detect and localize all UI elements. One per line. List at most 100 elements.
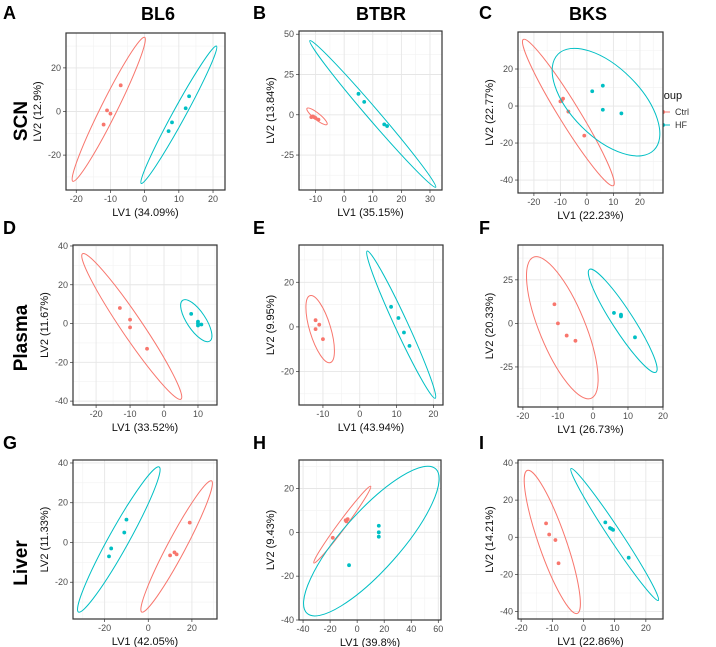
panel-letter: E — [253, 218, 265, 238]
y-tick-label: 0 — [63, 537, 68, 547]
y-axis-title: LV2 (13.84%) — [265, 77, 277, 143]
row-title-liver: Liver — [11, 540, 32, 586]
point-hf — [600, 107, 605, 112]
point-ctrl — [547, 532, 552, 537]
point-ctrl — [145, 346, 149, 351]
y-tick-label: -40 — [500, 175, 513, 185]
y-tick-label: 20 — [51, 63, 61, 73]
point-ctrl — [187, 520, 192, 525]
y-axis-title: LV2 (9.43%) — [265, 510, 277, 570]
plot-area — [305, 250, 437, 399]
point-ctrl — [556, 321, 560, 326]
ellipse-ctrl — [523, 469, 581, 615]
panel-f: -20 -10 0 10 20 -25 0 25 LV1 (26.73%) LV2 (20.33%… — [479, 218, 668, 436]
plot-border — [72, 244, 218, 406]
x-tick-label: 20 — [208, 194, 218, 204]
point-ctrl — [105, 108, 109, 113]
x-tick-label: 20 — [658, 411, 668, 421]
panel-g: -20 0 20 -20 0 20 40 LV1 (42.05%) LV2 (11.33%) G — [3, 433, 218, 647]
ellipse-hf — [551, 47, 661, 157]
y-tick-label: -40 — [281, 615, 294, 625]
y-tick-label: 0 — [508, 532, 513, 542]
point-ctrl — [573, 338, 578, 343]
plot-border — [517, 244, 664, 408]
y-tick-label: 40 — [58, 458, 68, 468]
point-hf — [396, 316, 401, 320]
point-hf — [633, 335, 637, 340]
y-tick-label: 20 — [503, 495, 513, 505]
point-ctrl — [312, 115, 317, 120]
plot-background — [518, 32, 663, 193]
x-tick-label: 0 — [162, 409, 167, 419]
point-hf — [407, 343, 412, 348]
y-tick-label: 40 — [503, 458, 513, 468]
point-ctrl — [118, 83, 123, 88]
point-hf — [611, 527, 616, 532]
x-tick-label: 0 — [142, 194, 147, 204]
x-tick-label: 20 — [379, 624, 389, 634]
plot-border — [517, 459, 664, 620]
plot-area — [81, 252, 213, 400]
y-tick-label: -20 — [48, 150, 61, 160]
point-hf — [196, 323, 200, 328]
ellipse-hf — [587, 268, 658, 373]
point-hf — [389, 304, 393, 309]
point-ctrl — [101, 122, 106, 127]
panel-e: -10 0 10 20 -20 0 20 LV1 (43.94%) LV2 (9.95%) E — [253, 218, 444, 434]
y-tick-label: -25 — [500, 362, 513, 372]
x-axis-title: LV1 (34.09%) — [112, 207, 178, 219]
plot-background — [518, 460, 663, 619]
plot-area — [77, 466, 213, 613]
y-axis-title: LV2 (20.33%) — [484, 293, 496, 359]
point-hf — [619, 314, 623, 319]
point-hf — [187, 94, 191, 99]
point-hf — [124, 517, 129, 522]
ellipse-ctrl — [525, 256, 599, 400]
x-axis-title: LV1 (26.73%) — [557, 424, 623, 436]
x-tick-label: 30 — [425, 194, 435, 204]
y-tick-label: 20 — [284, 277, 294, 287]
y-tick-label: 40 — [58, 241, 68, 251]
y-tick-label: 0 — [508, 318, 513, 328]
x-tick-label: 20 — [635, 197, 645, 207]
panel-d: -20 -10 0 10 -40 -20 0 20 40 LV1 (33.52%) LV2 (11.… — [3, 218, 218, 434]
point-ctrl — [316, 117, 321, 122]
point-ctrl — [108, 111, 113, 116]
point-ctrl — [564, 333, 569, 338]
plot-area — [306, 40, 437, 188]
x-tick-label: 60 — [433, 624, 443, 634]
point-ctrl — [553, 538, 558, 542]
x-tick-label: 10 — [193, 409, 203, 419]
x-tick-label: -10 — [309, 194, 322, 204]
x-tick-label: 20 — [641, 623, 651, 633]
point-ctrl — [128, 325, 132, 330]
legend-label-hf: HF — [675, 120, 687, 130]
y-tick-label: -20 — [281, 571, 294, 581]
x-axis-title: LV1 (42.05%) — [112, 636, 178, 647]
y-tick-label: -20 — [281, 367, 294, 377]
plot-area — [521, 38, 661, 187]
point-ctrl — [313, 318, 318, 323]
point-ctrl — [552, 302, 557, 307]
ellipse-hf — [309, 40, 437, 188]
y-axis-title: LV2 (11.67%) — [39, 292, 51, 358]
point-hf — [402, 330, 406, 335]
plot-area — [525, 256, 658, 400]
column-title-bl6: BL6 — [141, 4, 175, 24]
x-tick-label: 10 — [610, 623, 620, 633]
ellipse-hf — [366, 250, 437, 399]
y-tick-label: 25 — [503, 275, 513, 285]
plot-background — [73, 460, 217, 619]
panel-letter: D — [3, 218, 16, 238]
y-tick-label: -40 — [55, 396, 68, 406]
ellipse-ctrl — [521, 38, 615, 187]
y-tick-label: 20 — [58, 498, 68, 508]
plot-border — [298, 244, 444, 406]
x-axis-title: LV1 (22.23%) — [557, 210, 623, 222]
y-tick-label: 50 — [284, 29, 294, 39]
ellipse-ctrl — [71, 36, 146, 182]
panel-a: -20 -10 0 10 20 -20 0 20 LV1 (34.09%) LV2 (12.9%)… — [3, 3, 226, 219]
y-axis-title: LV2 (12.9%) — [32, 81, 44, 141]
row-title-scn: SCN — [11, 101, 32, 141]
